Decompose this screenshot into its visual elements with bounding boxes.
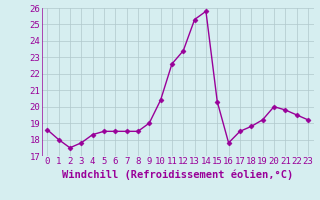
X-axis label: Windchill (Refroidissement éolien,°C): Windchill (Refroidissement éolien,°C)	[62, 169, 293, 180]
